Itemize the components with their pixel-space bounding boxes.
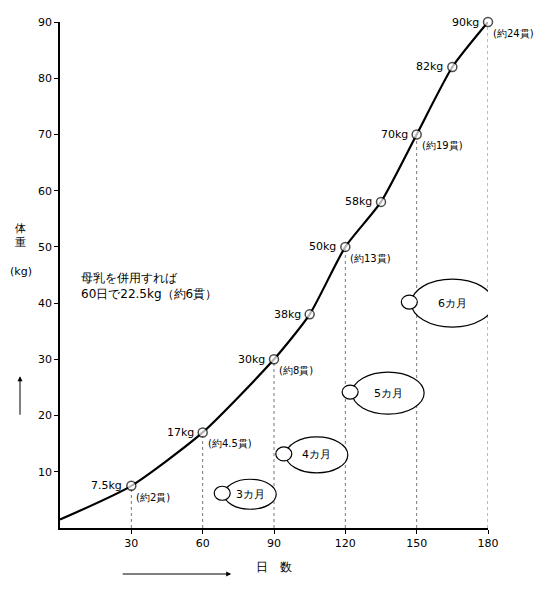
svg-text:(約13貫): (約13貫) xyxy=(350,253,391,264)
svg-text:90: 90 xyxy=(267,537,281,550)
svg-text:58kg: 58kg xyxy=(345,195,372,208)
svg-text:70: 70 xyxy=(38,128,52,141)
svg-text:10: 10 xyxy=(38,466,52,479)
svg-text:50kg: 50kg xyxy=(309,240,336,253)
svg-text:17kg: 17kg xyxy=(167,426,194,439)
svg-text:180: 180 xyxy=(478,537,499,550)
svg-text:82kg: 82kg xyxy=(416,60,443,73)
svg-text:(約4.5貫): (約4.5貫) xyxy=(208,438,252,449)
svg-text:70kg: 70kg xyxy=(381,128,408,141)
svg-text:150: 150 xyxy=(406,537,427,550)
svg-text:体重(kg): 体重(kg) xyxy=(10,222,32,278)
svg-text:90kg: 90kg xyxy=(452,16,479,29)
svg-text:(約2貫): (約2貫) xyxy=(136,492,170,503)
svg-text:60: 60 xyxy=(196,537,210,550)
svg-text:38kg: 38kg xyxy=(274,308,301,321)
svg-text:(約24貫): (約24貫) xyxy=(493,28,534,39)
svg-text:日 数: 日 数 xyxy=(256,560,292,574)
svg-text:(約8貫): (約8貫) xyxy=(279,365,313,376)
svg-text:80: 80 xyxy=(38,72,52,85)
svg-text:50: 50 xyxy=(38,241,52,254)
svg-text:4カ月: 4カ月 xyxy=(302,448,331,461)
svg-text:30: 30 xyxy=(124,537,138,550)
svg-text:3カ月: 3カ月 xyxy=(236,488,265,501)
svg-text:5カ月: 5カ月 xyxy=(374,387,403,400)
svg-text:20: 20 xyxy=(38,409,52,422)
svg-text:120: 120 xyxy=(335,537,356,550)
svg-text:(約19貫): (約19貫) xyxy=(422,140,463,151)
svg-text:7.5kg: 7.5kg xyxy=(91,479,122,492)
svg-text:40: 40 xyxy=(38,297,52,310)
svg-text:30kg: 30kg xyxy=(238,353,265,366)
svg-text:60: 60 xyxy=(38,185,52,198)
svg-text:90: 90 xyxy=(38,16,52,29)
svg-text:6カ月: 6カ月 xyxy=(438,297,467,310)
svg-text:母乳を併用すれば60日で22.5kg（約6貫）: 母乳を併用すれば60日で22.5kg（約6貫） xyxy=(81,271,217,301)
svg-text:30: 30 xyxy=(38,353,52,366)
